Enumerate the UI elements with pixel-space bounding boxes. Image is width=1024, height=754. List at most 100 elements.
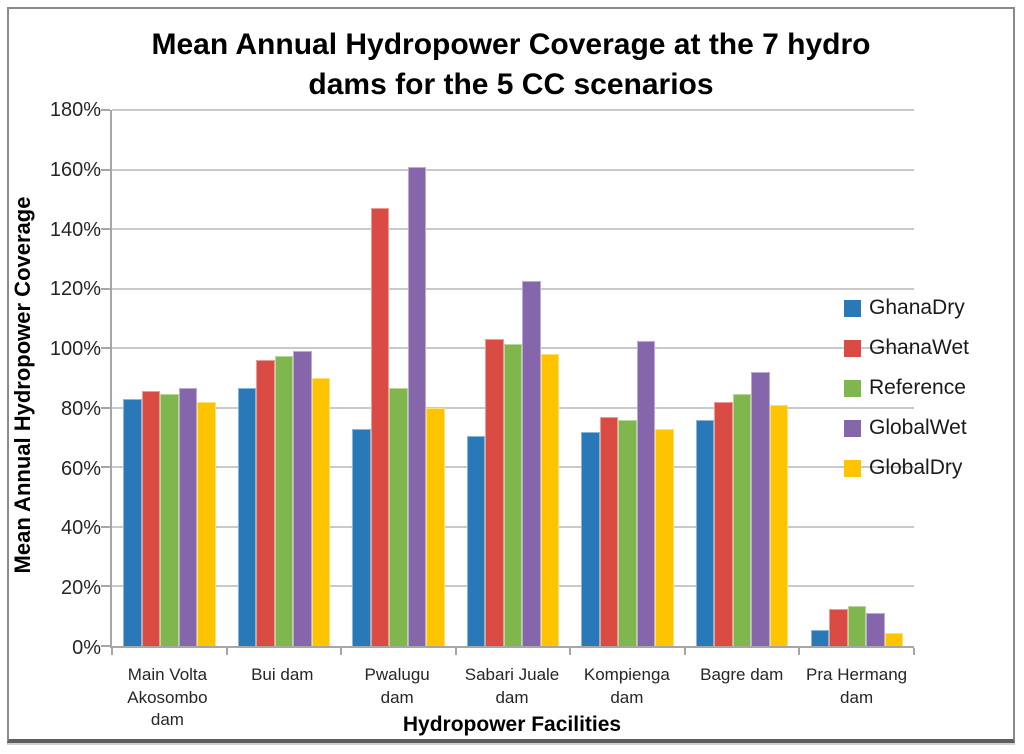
y-axis-tick-mark (101, 347, 110, 350)
y-axis-tick-label: 160% (49, 158, 101, 181)
bar-reference (274, 355, 294, 646)
chart-title-line2: dams for the 5 CC scenarios (308, 68, 714, 101)
bar-group-1 (112, 110, 227, 646)
bar-globalwet (178, 388, 198, 646)
legend-item-globaldry: GlobalDry (844, 448, 969, 488)
legend-item-reference: Reference (844, 368, 969, 408)
bar-group-7 (799, 110, 914, 646)
bar-reference (503, 343, 523, 646)
y-axis-tick-mark (101, 168, 110, 171)
bar-ghanawet (485, 339, 504, 646)
y-axis-title: Mean Annual Hydropower Coverage (10, 196, 35, 574)
x-axis-tick-mark (454, 648, 457, 655)
y-axis-tick-label: 0% (72, 637, 101, 659)
x-axis-tick-mark (798, 648, 801, 655)
bar-globaldry (655, 428, 674, 646)
bar-globalwet (407, 166, 427, 646)
bar-ghanawet (256, 360, 275, 646)
bar-group-6 (685, 110, 800, 646)
x-axis-tick-mark (111, 648, 113, 655)
x-axis-tick-label: Pwalugu dam (364, 665, 430, 707)
bar-reference (847, 605, 866, 646)
bar-group-2 (227, 110, 342, 646)
x-axis-tick-label: Sabari Juale dam (464, 665, 560, 707)
bar-reference (160, 394, 179, 646)
x-axis-tick-label: Bagre dam (700, 665, 784, 684)
bar-globaldry (311, 378, 331, 646)
bar-group-3 (341, 110, 456, 646)
y-axis-tick-mark (101, 228, 110, 231)
x-axis-tick-mark (225, 648, 228, 655)
bar-series-container (112, 110, 914, 646)
chart-title: Mean Annual Hydropower Coverage at the 7… (9, 25, 1013, 105)
y-axis-tick-mark (101, 525, 110, 528)
legend-item-ghanawet: GhanaWet (844, 328, 969, 368)
bar-ghanawet (829, 608, 848, 646)
y-axis-tick-label: 40% (60, 517, 101, 540)
bar-globalwet (522, 281, 541, 646)
legend-swatch-icon (844, 339, 861, 357)
gridline-140% (112, 228, 914, 231)
bar-globalwet (751, 372, 770, 646)
x-axis-tick-label: Bui dam (251, 665, 314, 684)
legend-label: GlobalDry (869, 456, 963, 479)
bar-globaldry (197, 401, 216, 646)
plot-area (101, 109, 915, 655)
legend-label: Reference (869, 376, 966, 399)
legend-item-ghanadry: GhanaDry (844, 288, 969, 328)
bar-group-4 (456, 110, 571, 646)
bar-ghanadry (123, 398, 142, 646)
legend: GhanaDry GhanaWet Reference GlobalWet Global… (844, 288, 969, 488)
gridline-180% (112, 109, 914, 111)
bar-globaldry (540, 354, 560, 646)
x-axis-tick-mark (913, 648, 915, 655)
x-axis-title: Hydropower Facilities (402, 713, 622, 736)
legend-label: GlobalWet (869, 416, 967, 439)
y-axis-tick-mark (101, 109, 110, 111)
legend-item-globalwet: GlobalWet (844, 408, 969, 448)
bar-group-5 (570, 110, 685, 646)
y-axis-tick-label: 140% (49, 218, 101, 241)
bar-ghanawet (370, 208, 390, 646)
bar-ghanawet (714, 401, 733, 646)
x-axis-tick-labels: Main Volta Akosombo dam Bui dam Pwalugu da… (110, 664, 914, 732)
x-axis-tick-mark (683, 648, 686, 655)
x-axis-tick-label: Pra Hermang dam (806, 665, 908, 707)
bar-globaldry (884, 632, 903, 646)
bar-ghanadry (581, 431, 600, 646)
legend-swatch-icon (844, 379, 861, 397)
bar-ghanadry (695, 419, 715, 646)
y-axis-tick-label: 120% (49, 278, 101, 301)
y-axis-tick-label: 180% (49, 99, 101, 121)
bar-reference (732, 394, 752, 646)
chart-title-line1: Mean Annual Hydropower Coverage at the 7… (151, 28, 871, 61)
bar-globalwet (636, 340, 656, 646)
x-axis-tick-mark (569, 648, 572, 655)
legend-label: GhanaWet (869, 336, 970, 359)
x-axis-tick-label: Kompienga dam (583, 665, 670, 707)
bar-ghanadry (810, 629, 829, 646)
legend-label: GhanaDry (869, 296, 965, 319)
bar-globaldry (769, 404, 789, 646)
legend-swatch-icon (844, 299, 861, 317)
y-axis-tick-mark (101, 466, 110, 469)
bar-globaldry (426, 407, 445, 646)
bar-ghanadry (237, 388, 257, 646)
y-axis-tick-mark (101, 645, 110, 647)
bar-ghanadry (466, 436, 486, 646)
legend-swatch-icon (844, 419, 861, 437)
gridline-160% (112, 168, 914, 171)
x-axis-tick-label: Main Volta Akosombo dam (127, 665, 208, 729)
y-axis-tick-mark (101, 585, 110, 588)
chart-frame: Mean Annual Hydropower Coverage at the 7… (7, 7, 1015, 743)
y-axis-tick-mark (101, 406, 110, 409)
legend-swatch-icon (844, 459, 861, 477)
bar-reference (618, 419, 637, 646)
x-axis-tick-mark (340, 648, 343, 655)
bar-ghanawet (141, 391, 161, 646)
y-axis-tick-label: 20% (60, 577, 101, 600)
y-axis-tick-label: 100% (49, 338, 101, 361)
y-axis-tick-label: 80% (60, 397, 101, 420)
bar-ghanadry (352, 428, 371, 646)
